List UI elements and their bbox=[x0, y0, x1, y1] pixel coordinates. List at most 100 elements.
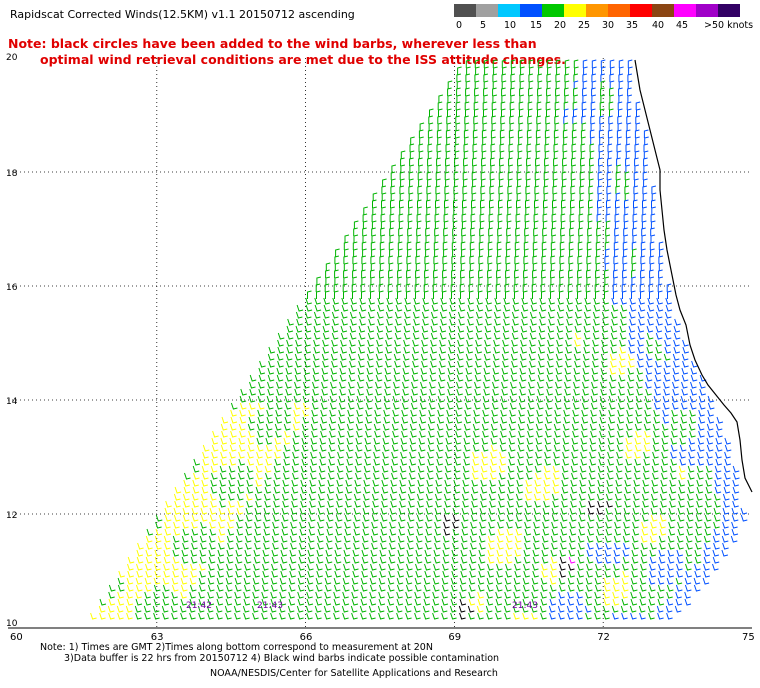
wind-barb bbox=[98, 605, 106, 613]
wind-barb bbox=[265, 472, 272, 480]
wind-barb bbox=[600, 73, 606, 82]
wind-barb bbox=[556, 311, 564, 319]
wind-barb bbox=[570, 465, 578, 473]
wind-barb bbox=[650, 234, 656, 243]
wind-barb bbox=[551, 514, 559, 522]
wind-barb bbox=[370, 241, 376, 250]
wind-barb bbox=[432, 577, 440, 585]
wind-barb bbox=[220, 444, 228, 452]
wind-barb bbox=[459, 577, 467, 585]
wind-barb bbox=[406, 290, 411, 299]
wind-barb bbox=[517, 458, 525, 466]
wind-barb bbox=[490, 129, 496, 138]
wind-barb bbox=[468, 584, 476, 592]
wind-barb bbox=[415, 255, 421, 264]
wind-barb bbox=[519, 59, 525, 68]
wind-barb bbox=[697, 451, 704, 459]
wind-barb bbox=[581, 402, 589, 410]
wind-barb bbox=[607, 472, 614, 480]
wind-barb bbox=[400, 178, 405, 187]
wind-barb bbox=[559, 535, 567, 543]
wind-barb bbox=[295, 360, 302, 368]
wind-barb bbox=[266, 402, 274, 410]
wind-barb bbox=[611, 304, 619, 312]
wind-barb bbox=[625, 150, 631, 159]
wind-barb bbox=[562, 129, 568, 138]
wind-barb bbox=[404, 605, 412, 613]
wind-barb bbox=[182, 514, 190, 522]
wind-barb bbox=[362, 514, 370, 522]
wind-barb bbox=[407, 248, 412, 257]
wind-barb bbox=[613, 269, 618, 278]
wind-barb bbox=[580, 150, 586, 159]
wind-barb bbox=[322, 346, 330, 354]
wind-barb bbox=[434, 521, 441, 529]
wind-barb bbox=[228, 486, 236, 494]
wind-barb bbox=[587, 493, 595, 501]
wind-barb bbox=[662, 416, 670, 424]
wind-barb bbox=[317, 514, 325, 522]
wind-barb bbox=[670, 458, 678, 466]
wind-barb bbox=[418, 423, 426, 431]
wind-barb bbox=[519, 374, 527, 382]
wind-barb bbox=[518, 402, 526, 410]
wind-barb bbox=[564, 353, 572, 361]
wind-barb bbox=[388, 241, 394, 250]
wind-barb bbox=[263, 493, 271, 501]
wind-barb bbox=[477, 577, 485, 585]
wind-barb bbox=[627, 87, 632, 96]
wind-barb bbox=[155, 514, 163, 522]
wind-barb bbox=[582, 367, 590, 375]
wind-barb bbox=[287, 318, 294, 326]
wind-barb bbox=[594, 591, 601, 599]
wind-barb bbox=[604, 549, 612, 557]
wind-barb bbox=[671, 402, 679, 410]
wind-barb bbox=[552, 185, 558, 194]
wind-barb bbox=[556, 360, 563, 368]
wind-barb bbox=[607, 423, 615, 431]
wind-barb bbox=[390, 486, 398, 494]
wind-barb bbox=[418, 150, 424, 159]
wind-barb bbox=[464, 122, 470, 131]
wind-barb bbox=[641, 493, 649, 501]
wind-barb bbox=[448, 332, 456, 340]
wind-barb bbox=[363, 486, 371, 494]
wind-barb bbox=[528, 381, 535, 389]
wind-barb bbox=[299, 542, 306, 550]
wind-barb bbox=[679, 437, 687, 445]
wind-barb bbox=[412, 339, 419, 347]
wind-barb bbox=[190, 563, 197, 571]
wind-barb bbox=[670, 451, 677, 459]
wind-barb bbox=[311, 402, 319, 410]
wind-barb bbox=[413, 297, 420, 305]
wind-barb bbox=[594, 598, 602, 606]
wind-barb bbox=[421, 339, 428, 347]
wind-barb bbox=[490, 164, 496, 173]
legend-swatch bbox=[630, 4, 652, 17]
wind-barb bbox=[570, 192, 576, 201]
wind-barb bbox=[292, 472, 299, 480]
wind-barb bbox=[258, 367, 266, 375]
latitude-label: 12 bbox=[6, 511, 17, 521]
wind-barb bbox=[523, 262, 529, 271]
wind-barb bbox=[492, 59, 498, 68]
wind-barb bbox=[596, 493, 604, 501]
wind-barb bbox=[535, 157, 540, 166]
wind-barb bbox=[494, 304, 502, 312]
wind-barb bbox=[571, 150, 577, 159]
wind-barb bbox=[644, 395, 652, 403]
wind-barb bbox=[383, 409, 390, 417]
wind-barb bbox=[236, 507, 244, 515]
wind-barb bbox=[536, 395, 544, 403]
wind-barb bbox=[640, 276, 646, 285]
wind-barb bbox=[568, 570, 575, 578]
wind-barb bbox=[290, 542, 297, 550]
wind-barb bbox=[389, 234, 395, 243]
wind-barb bbox=[465, 374, 473, 382]
wind-barb bbox=[577, 276, 583, 285]
wind-barb bbox=[418, 157, 423, 166]
wind-barb bbox=[590, 115, 595, 124]
wind-barb bbox=[439, 339, 446, 347]
wind-barb bbox=[381, 185, 387, 194]
wind-barb bbox=[358, 346, 366, 354]
